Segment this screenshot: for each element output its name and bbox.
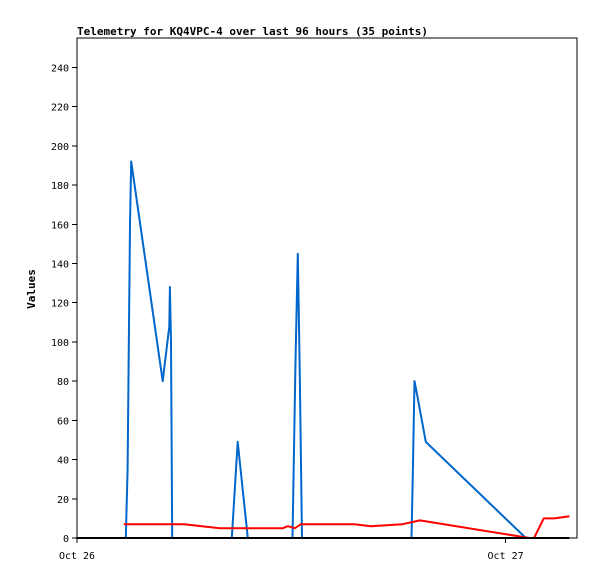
plot-area [76, 37, 578, 539]
y-axis-label: Values [25, 269, 38, 309]
series-layer [76, 160, 570, 539]
y-tick-label: 160 [51, 220, 69, 231]
y-tick-label: 100 [51, 338, 69, 349]
y-tick-label: 180 [51, 181, 69, 192]
series-line-1 [124, 160, 527, 539]
y-tick-label: 220 [51, 103, 69, 114]
y-axis: 0 20 40 60 80 100 120 140 160 180 200 220 240 [51, 63, 77, 545]
y-tick-label: 120 [51, 299, 69, 310]
x-axis: Oct 26 Oct 27 [59, 538, 524, 562]
y-tick-label: 200 [51, 142, 69, 153]
x-tick-label: Oct 26 [59, 551, 95, 562]
y-tick-label: 0 [63, 534, 69, 545]
y-tick-label: 80 [57, 377, 69, 388]
chart-title: Telemetry for KQ4VPC-4 over last 96 hour… [77, 25, 428, 38]
y-tick-label: 240 [51, 63, 69, 74]
x-tick-label: Oct 27 [488, 551, 524, 562]
plot-border [76, 37, 578, 539]
y-tick-label: 20 [57, 495, 69, 506]
y-tick-label: 40 [57, 456, 69, 467]
series-line-2 [123, 515, 570, 539]
y-tick-label: 60 [57, 416, 69, 427]
y-tick-label: 140 [51, 259, 69, 270]
